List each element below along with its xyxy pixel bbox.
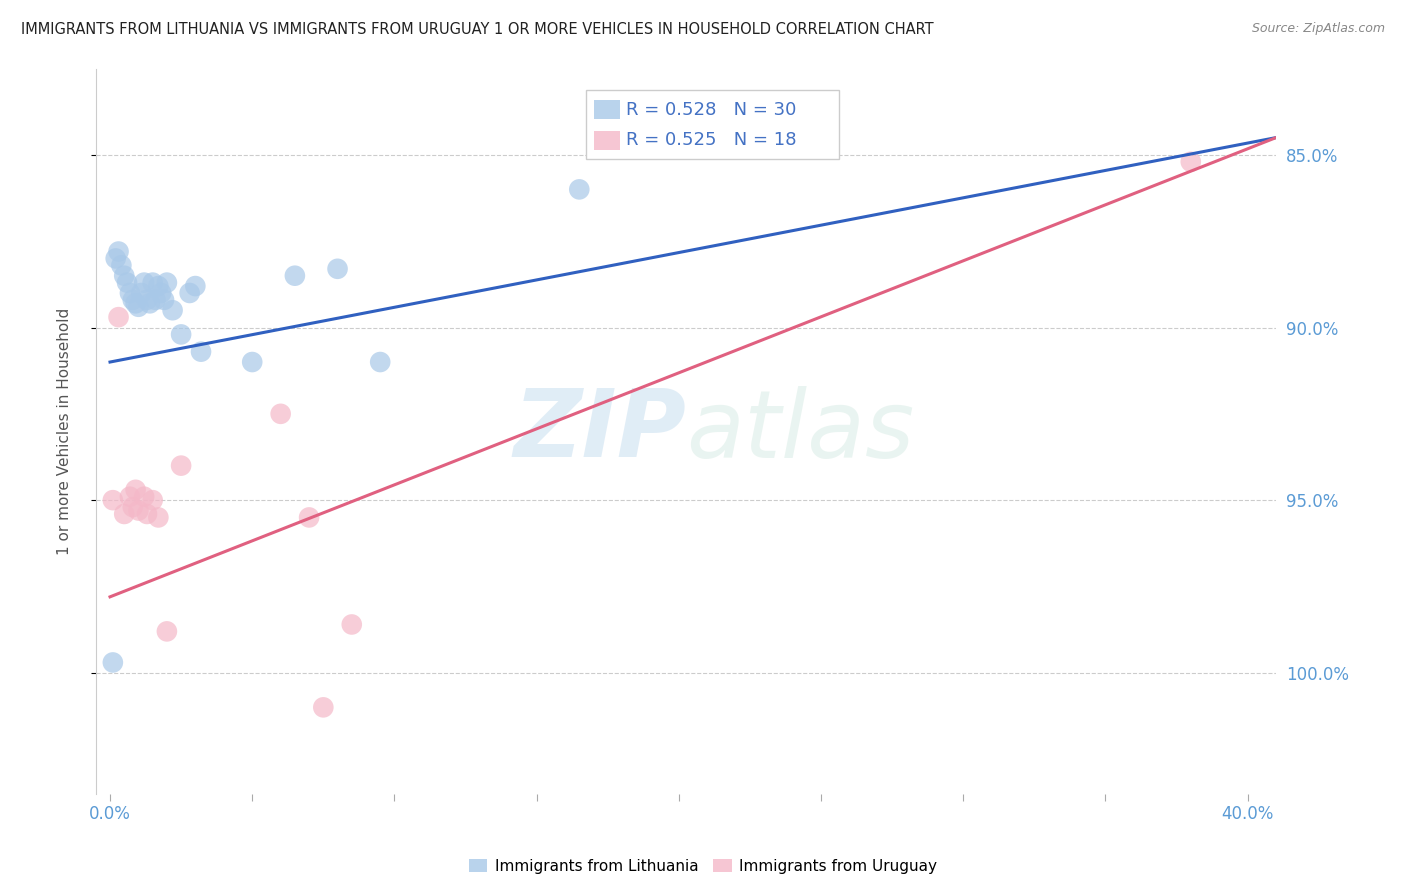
Point [312,700,335,714]
Point [101,493,124,508]
Point [145,293,167,307]
Point [136,507,159,521]
Text: R = 0.528   N = 30: R = 0.528 N = 30 [626,101,796,119]
Point [124,483,146,497]
Point [184,279,207,293]
Point [368,355,391,369]
Point [112,507,135,521]
Point [148,279,170,293]
Point [170,458,193,473]
Point [118,490,141,504]
Text: IMMIGRANTS FROM LITHUANIA VS IMMIGRANTS FROM URUGUAY 1 OR MORE VEHICLES IN HOUSE: IMMIGRANTS FROM LITHUANIA VS IMMIGRANTS … [21,22,934,37]
Point [121,293,143,307]
Point [148,510,170,524]
Point [162,303,184,318]
Point [298,510,321,524]
Point [568,182,591,196]
Point [139,296,162,310]
FancyBboxPatch shape [586,90,839,159]
Point [104,252,127,266]
Point [121,500,143,514]
Text: R = 0.525   N = 18: R = 0.525 N = 18 [626,131,796,149]
Point [153,293,176,307]
Point [326,261,349,276]
Point [156,624,179,639]
Point [150,285,173,300]
Point [127,300,149,314]
Point [118,285,141,300]
Point [179,285,201,300]
Legend: Immigrants from Lithuania, Immigrants from Uruguay: Immigrants from Lithuania, Immigrants fr… [463,853,943,880]
Point [190,344,212,359]
Point [142,493,165,508]
Point [170,327,193,342]
Text: Source: ZipAtlas.com: Source: ZipAtlas.com [1251,22,1385,36]
FancyBboxPatch shape [593,131,620,150]
Point [134,490,156,504]
Point [340,617,363,632]
Point [110,258,132,272]
Text: atlas: atlas [686,385,914,476]
Point [284,268,307,283]
Point [129,285,152,300]
Text: ZIP: ZIP [513,385,686,477]
Point [136,293,159,307]
Point [134,276,156,290]
Point [270,407,292,421]
Point [240,355,263,369]
Point [156,276,179,290]
Point [1180,154,1202,169]
Point [101,656,124,670]
Point [127,503,149,517]
Point [112,268,135,283]
Y-axis label: 1 or more Vehicles in Household: 1 or more Vehicles in Household [58,308,72,555]
Point [124,296,146,310]
Point [107,244,129,259]
Point [142,276,165,290]
Point [107,310,129,325]
FancyBboxPatch shape [593,101,620,120]
Point [115,276,138,290]
